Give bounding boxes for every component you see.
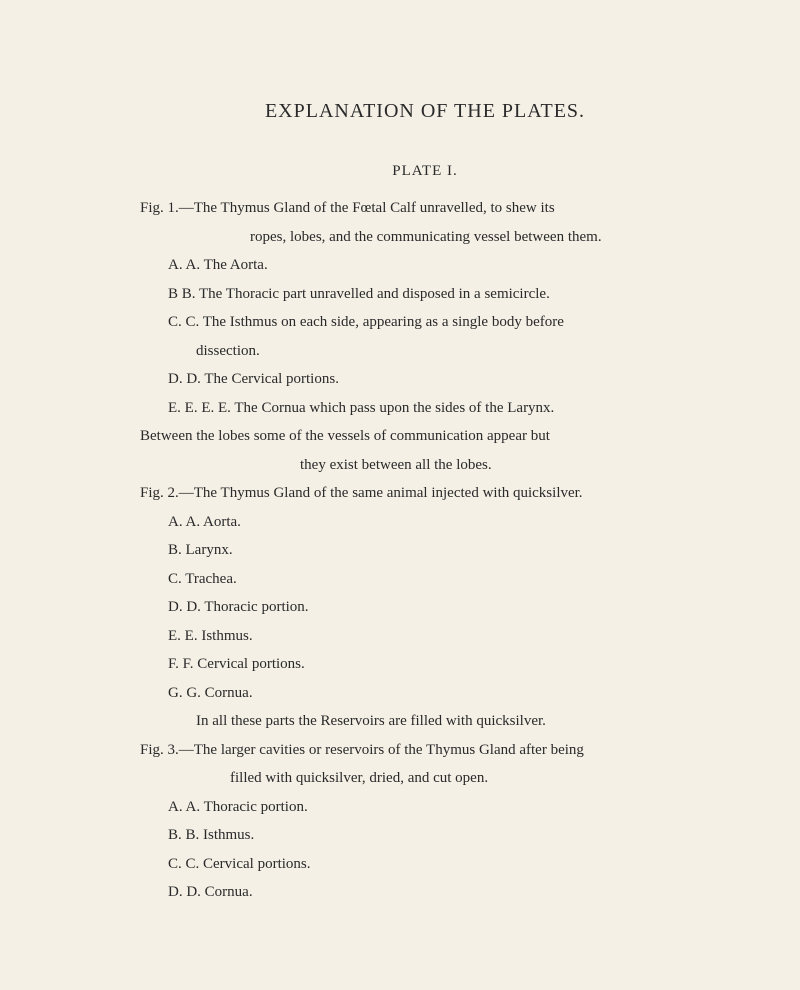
fig1-item-b: B B. The Thoracic part unravelled and di…: [140, 280, 710, 309]
fig2-item-a: A. A. Aorta.: [140, 508, 710, 537]
fig1-between-2: they exist between all the lobes.: [140, 451, 710, 480]
fig2-heading: Fig. 2.—The Thymus Gland of the same ani…: [140, 479, 710, 508]
fig3-continuation: filled with quicksilver, dried, and cut …: [140, 764, 710, 793]
fig1-item-d: D. D. The Cervical portions.: [140, 365, 710, 394]
fig2-note: In all these parts the Reservoirs are fi…: [140, 707, 710, 736]
fig1-heading: Fig. 1.—The Thymus Gland of the Fœtal Ca…: [140, 194, 710, 223]
document-page: EXPLANATION OF THE PLATES. PLATE I. Fig.…: [0, 0, 800, 947]
fig1-continuation: ropes, lobes, and the communicating vess…: [140, 223, 710, 252]
main-title: EXPLANATION OF THE PLATES.: [140, 100, 710, 123]
fig3-item-c: C. C. Cervical portions.: [140, 850, 710, 879]
fig2-item-c: C. Trachea.: [140, 565, 710, 594]
fig2-item-b: B. Larynx.: [140, 536, 710, 565]
fig1-item-a: A. A. The Aorta.: [140, 251, 710, 280]
fig3-heading: Fig. 3.—The larger cavities or reservoir…: [140, 736, 710, 765]
fig2-item-f: F. F. Cervical portions.: [140, 650, 710, 679]
fig1-item-c: C. C. The Isthmus on each side, appearin…: [140, 308, 710, 337]
fig2-item-g: G. G. Cornua.: [140, 679, 710, 708]
fig3-item-d: D. D. Cornua.: [140, 878, 710, 907]
fig1-item-e: E. E. E. E. The Cornua which pass upon t…: [140, 394, 710, 423]
fig2-item-e: E. E. Isthmus.: [140, 622, 710, 651]
fig3-item-b: B. B. Isthmus.: [140, 821, 710, 850]
fig1-item-c-cont: dissection.: [140, 337, 710, 366]
plate-title: PLATE I.: [140, 163, 710, 180]
fig1-between-1: Between the lobes some of the vessels of…: [140, 422, 710, 451]
fig2-item-d: D. D. Thoracic portion.: [140, 593, 710, 622]
fig3-item-a: A. A. Thoracic portion.: [140, 793, 710, 822]
